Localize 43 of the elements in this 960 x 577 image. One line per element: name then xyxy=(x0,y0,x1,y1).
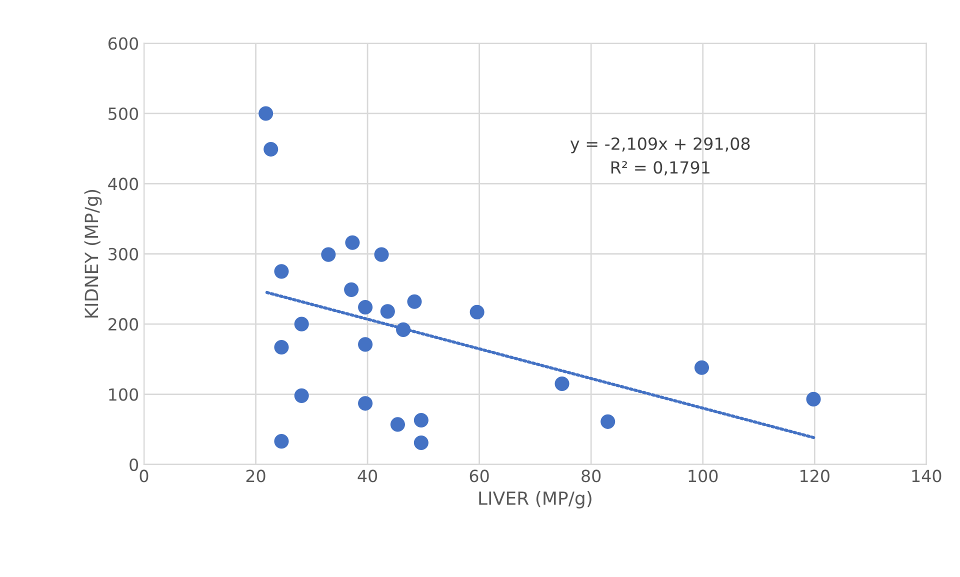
point xyxy=(358,396,373,411)
point xyxy=(806,392,821,406)
x-tick-label: 0 xyxy=(140,470,148,482)
point xyxy=(264,142,278,157)
annotation: y = -2,109x + 291,08 R² = 0,1791 xyxy=(570,137,750,176)
point xyxy=(294,316,309,332)
point xyxy=(274,340,289,355)
x-tick-label: 140 xyxy=(912,470,942,482)
y-tick-label: 0 xyxy=(130,458,138,472)
point xyxy=(554,376,570,392)
x-tick-label: 40 xyxy=(358,470,378,482)
x-axis-title: LIVER (MP/g) xyxy=(479,491,592,509)
point xyxy=(390,417,406,432)
point xyxy=(358,300,373,315)
x-tick-label: 80 xyxy=(582,470,601,482)
point xyxy=(358,337,373,352)
x-tick-label: 120 xyxy=(800,470,830,482)
point xyxy=(396,322,411,337)
x-tick-label: 100 xyxy=(688,470,718,482)
point xyxy=(274,434,289,449)
point xyxy=(274,264,289,279)
y-tick-label: 600 xyxy=(108,37,138,50)
y-axis-title: KIDNEY (MP/g) xyxy=(84,190,102,318)
point xyxy=(600,414,616,429)
y-tick-label: 400 xyxy=(108,178,138,190)
point xyxy=(258,106,274,121)
point xyxy=(380,304,395,319)
x-tick-label: 20 xyxy=(246,470,266,482)
x-tick-label: 60 xyxy=(470,470,489,482)
point xyxy=(414,435,428,450)
point xyxy=(321,247,336,262)
y-tick-label: 100 xyxy=(109,388,138,401)
point xyxy=(345,235,360,250)
y-tick-label: 500 xyxy=(108,107,138,120)
point xyxy=(414,412,428,428)
point xyxy=(470,304,484,320)
y-tick-label: 200 xyxy=(108,318,138,331)
point xyxy=(344,282,359,297)
point xyxy=(694,360,710,375)
point xyxy=(294,388,309,403)
y-tick-label: 300 xyxy=(108,248,138,260)
point xyxy=(374,247,389,262)
point xyxy=(407,294,422,309)
